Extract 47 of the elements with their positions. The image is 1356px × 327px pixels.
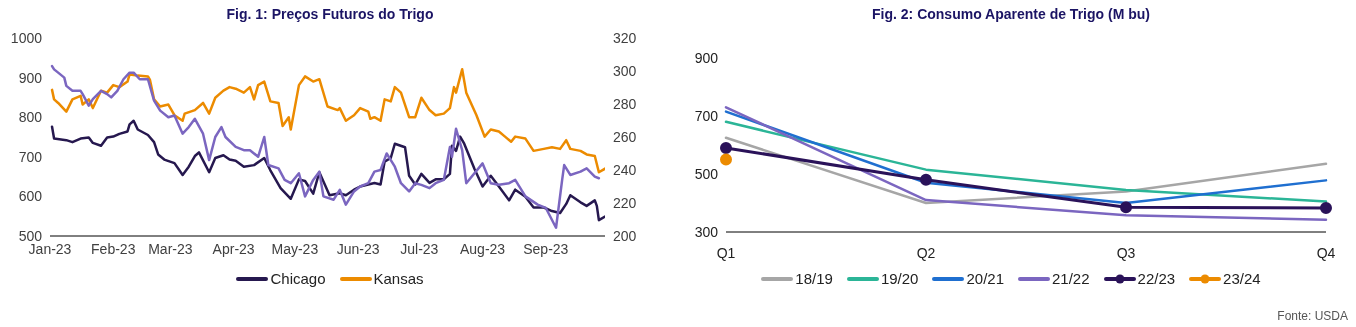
y2-tick-label: 220 (613, 194, 637, 211)
y-tick-label: 800 (18, 109, 43, 126)
source-note: Fonte: USDA (1277, 309, 1348, 323)
y2-tick-label: 280 (613, 95, 637, 112)
x-tick-label: Jun-23 (336, 240, 380, 257)
legend-label: 23/24 (1223, 270, 1261, 287)
y-tick-label: 600 (18, 188, 43, 205)
legend-label: 18/19 (795, 270, 833, 287)
line-series (50, 68, 605, 174)
x-tick-label: Sep-23 (523, 240, 569, 257)
x-tick-label: Mar-23 (148, 240, 193, 257)
x-tick-label: Q1 (716, 244, 736, 261)
x-tick-label: Jul-23 (400, 240, 439, 257)
legend-label: Chicago (270, 270, 326, 287)
y-tick-label: 500 (694, 165, 719, 182)
legend-label: Kansas (373, 270, 424, 287)
point (920, 173, 932, 186)
point (720, 153, 732, 166)
point (720, 141, 732, 154)
y-tick-label: 700 (694, 107, 719, 124)
legend-label: 22/23 (1137, 270, 1176, 287)
point (1120, 201, 1132, 214)
y2-tick-label: 320 (613, 29, 637, 46)
y-tick-label: 900 (694, 49, 719, 66)
line-series (50, 64, 601, 229)
y-tick-label: 700 (18, 148, 43, 165)
point (1320, 201, 1332, 214)
y2-tick-label: 240 (613, 161, 637, 178)
x-tick-label: Feb-23 (91, 240, 136, 257)
chart-title: Fig. 2: Consumo Aparente de Trigo (M bu) (871, 6, 1151, 24)
legend-label: 20/21 (966, 270, 1004, 287)
x-tick-label: Q3 (1116, 244, 1136, 261)
x-tick-label: May-23 (271, 240, 319, 257)
y-tick-label: 900 (18, 69, 43, 86)
y2-tick-label: 260 (613, 128, 637, 145)
x-tick-label: Q2 (916, 244, 936, 261)
legend-label: 21/22 (1052, 270, 1090, 287)
chart-title: Fig. 1: Preços Futuros do Trigo (225, 6, 435, 24)
line-series (724, 106, 1328, 222)
y-tick-label: 300 (694, 223, 719, 240)
x-tick-label: Q4 (1316, 244, 1336, 261)
y2-tick-label: 300 (613, 62, 637, 79)
legend-label: 19/20 (880, 270, 919, 287)
y2-tick-label: 200 (613, 227, 637, 244)
x-tick-label: Apr-23 (212, 240, 255, 257)
y-tick-label: 1000 (10, 29, 43, 46)
x-tick-label: Aug-23 (460, 240, 506, 257)
